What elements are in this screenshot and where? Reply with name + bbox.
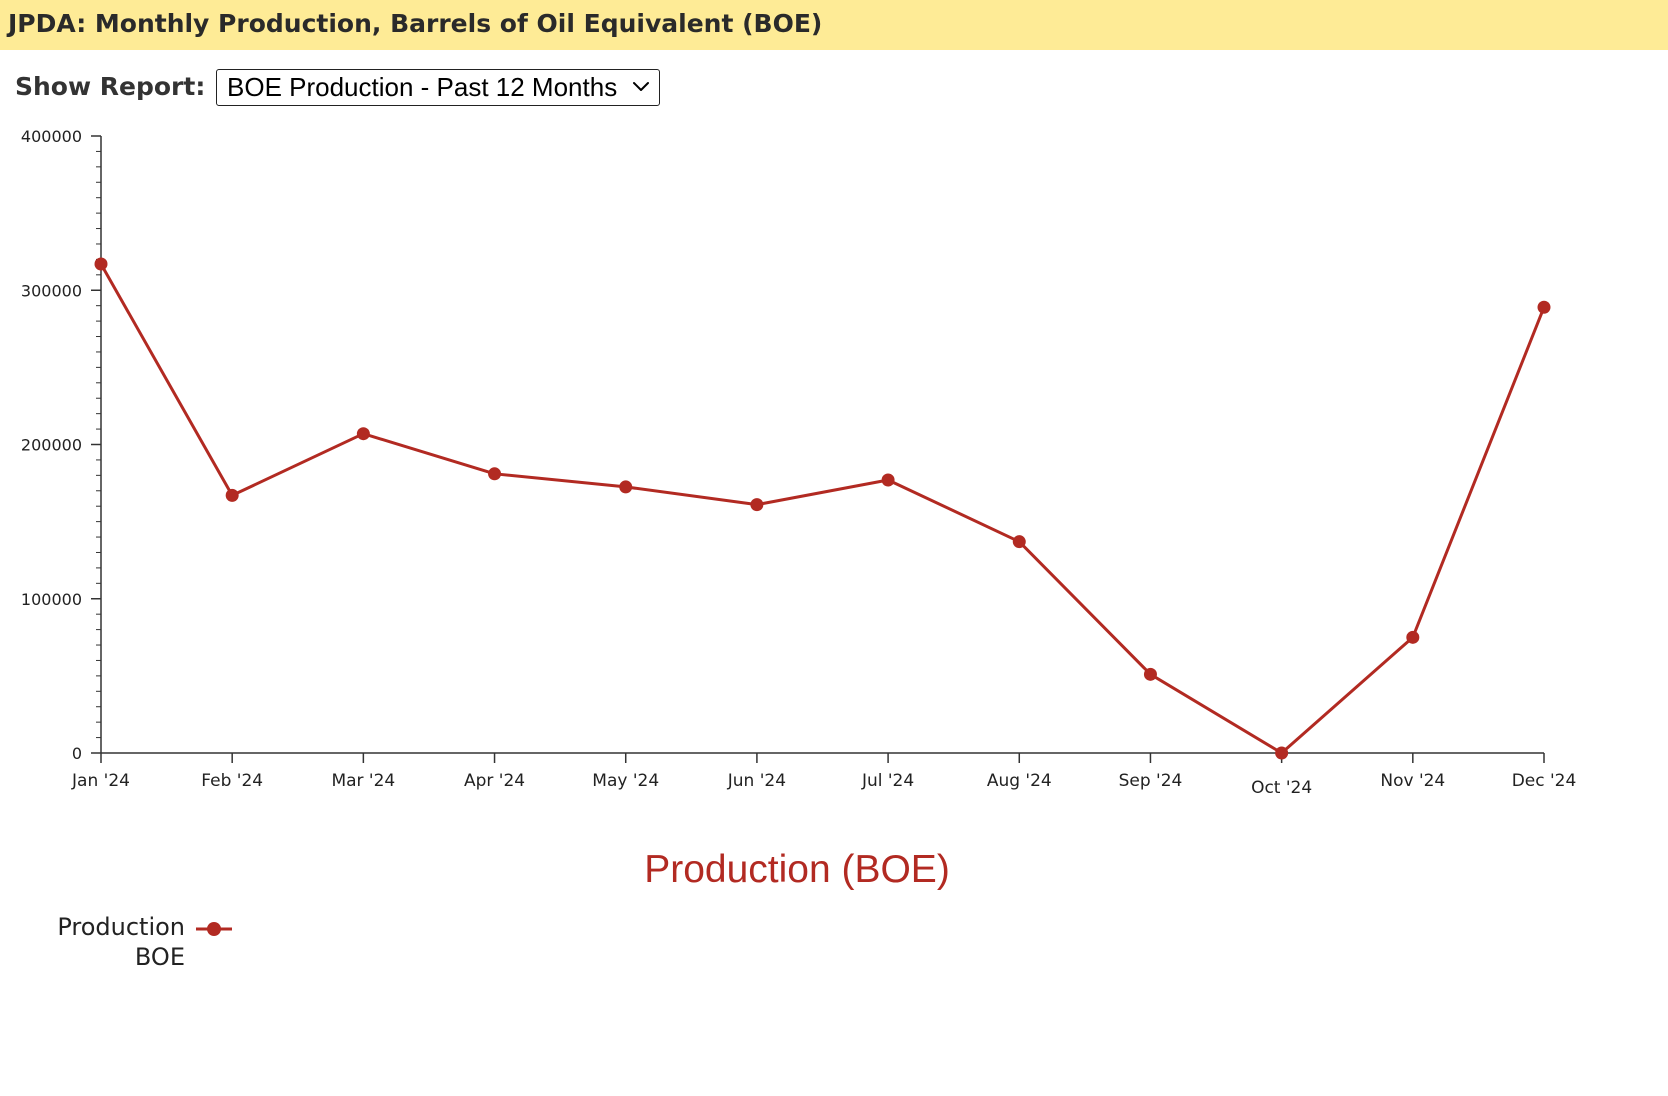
legend-point-swatch <box>207 922 221 936</box>
data-point <box>1012 535 1026 549</box>
data-point <box>488 467 502 481</box>
series-line-production <box>99 263 1546 755</box>
x-tick-label: Mar '24 <box>331 771 395 791</box>
x-tick-label: Jan '24 <box>71 771 130 791</box>
x-tick-label: Oct '24 <box>1251 778 1312 798</box>
y-tick-label: 400000 <box>21 127 82 146</box>
legend-label: Production BOE <box>57 913 185 971</box>
data-point <box>356 427 370 441</box>
show-report-label: Show Report: <box>15 72 206 101</box>
data-point <box>225 488 239 502</box>
report-select[interactable]: BOE Production - Past 12 Months <box>216 69 660 106</box>
x-tick-label: Sep '24 <box>1119 771 1183 791</box>
data-point <box>1537 300 1551 314</box>
legend-label-line: Production <box>57 913 185 941</box>
x-tick-label: Jun '24 <box>727 771 786 791</box>
data-point <box>1406 630 1420 644</box>
x-tick-label: Feb '24 <box>201 771 263 791</box>
data-point <box>750 498 764 512</box>
x-tick-label: May '24 <box>592 771 659 791</box>
y-tick-label: 0 <box>72 744 82 763</box>
header-bar: JPDA: Monthly Production, Barrels of Oil… <box>0 0 1668 50</box>
chevron-down-icon <box>632 77 650 95</box>
y-tick-label: 200000 <box>21 436 82 455</box>
x-tick-label: Jul '24 <box>861 771 914 791</box>
report-select-value: BOE Production - Past 12 Months <box>227 72 618 102</box>
x-tick-label: Dec '24 <box>1512 771 1577 791</box>
data-point <box>619 480 633 494</box>
data-point <box>1143 667 1157 681</box>
x-tick-label: Nov '24 <box>1380 771 1445 791</box>
y-tick-label: 100000 <box>21 590 82 609</box>
chart-title: Production (BOE) <box>644 848 950 891</box>
data-point <box>1275 746 1289 760</box>
x-tick-label: Apr '24 <box>464 771 525 791</box>
data-point <box>881 473 895 487</box>
data-point <box>94 257 108 271</box>
y-tick-label: 300000 <box>21 281 82 300</box>
page-title: JPDA: Monthly Production, Barrels of Oil… <box>8 9 823 38</box>
legend-label-line: BOE <box>135 943 185 971</box>
x-tick-label: Aug '24 <box>987 771 1052 791</box>
